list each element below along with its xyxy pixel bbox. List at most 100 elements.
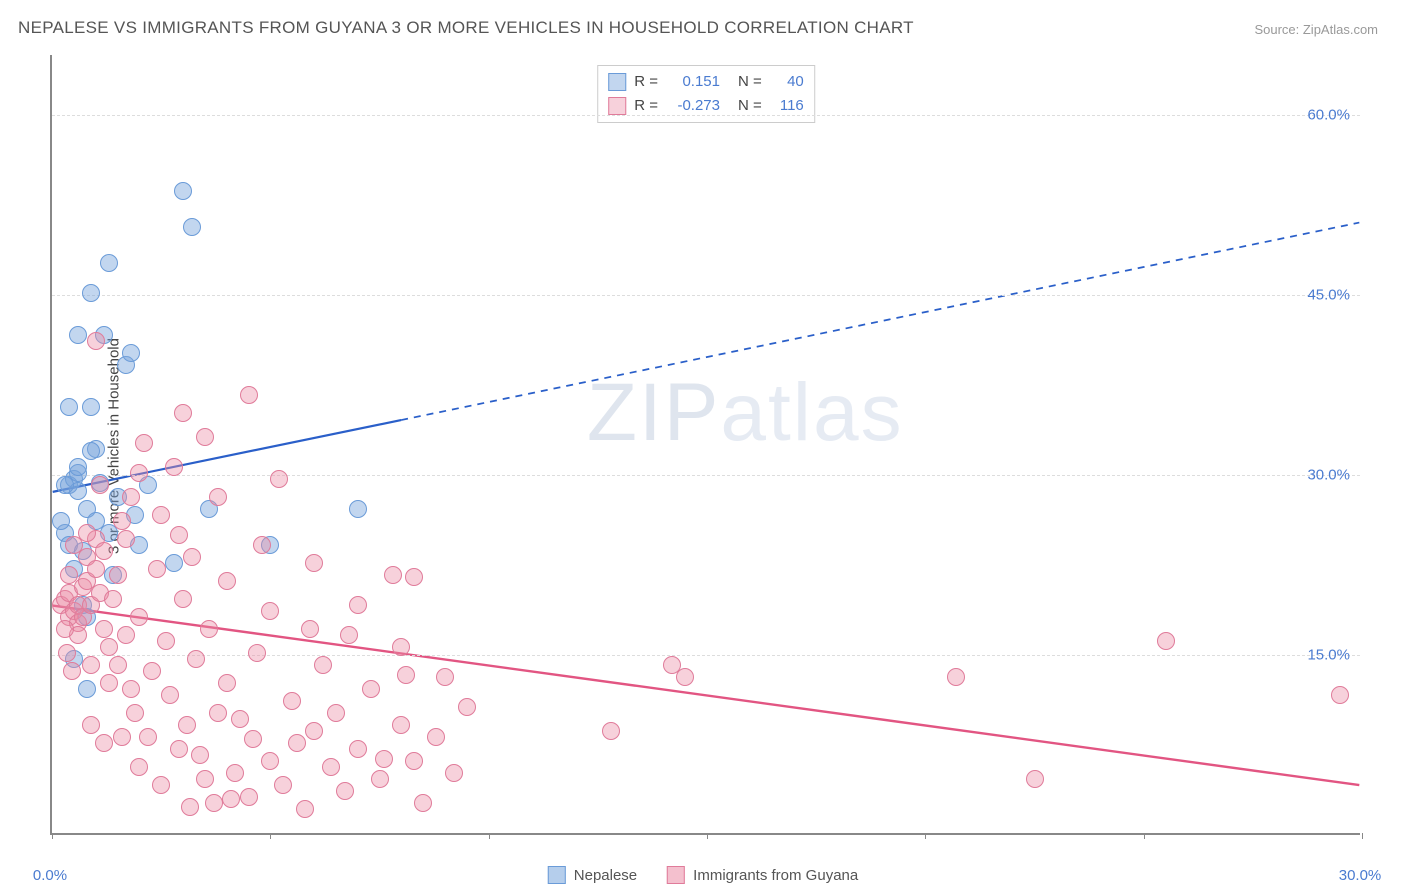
data-point bbox=[87, 560, 105, 578]
data-point bbox=[191, 746, 209, 764]
bottom-legend: NepaleseImmigrants from Guyana bbox=[548, 866, 858, 884]
data-point bbox=[161, 686, 179, 704]
data-point bbox=[947, 668, 965, 686]
data-point bbox=[109, 656, 127, 674]
data-point bbox=[340, 626, 358, 644]
x-tick bbox=[707, 833, 708, 839]
source-label: Source: ZipAtlas.com bbox=[1254, 22, 1378, 37]
data-point bbox=[87, 332, 105, 350]
data-point bbox=[100, 254, 118, 272]
data-point bbox=[78, 680, 96, 698]
data-point bbox=[122, 488, 140, 506]
data-point bbox=[104, 590, 122, 608]
data-point bbox=[244, 730, 262, 748]
gridline bbox=[52, 115, 1360, 116]
data-point bbox=[392, 716, 410, 734]
data-point bbox=[261, 602, 279, 620]
data-point bbox=[196, 770, 214, 788]
data-point bbox=[209, 488, 227, 506]
x-tick bbox=[1362, 833, 1363, 839]
data-point bbox=[152, 506, 170, 524]
data-point bbox=[91, 476, 109, 494]
data-point bbox=[122, 344, 140, 362]
data-point bbox=[314, 656, 332, 674]
data-point bbox=[183, 548, 201, 566]
gridline bbox=[52, 295, 1360, 296]
x-tick-label: 0.0% bbox=[33, 867, 67, 884]
data-point bbox=[240, 386, 258, 404]
x-tick bbox=[925, 833, 926, 839]
data-point bbox=[174, 182, 192, 200]
legend-swatch bbox=[608, 97, 626, 115]
data-point bbox=[117, 530, 135, 548]
data-point bbox=[69, 458, 87, 476]
data-point bbox=[322, 758, 340, 776]
data-point bbox=[174, 590, 192, 608]
data-point bbox=[170, 526, 188, 544]
stats-row: R =0.151N =40 bbox=[608, 70, 804, 94]
data-point bbox=[226, 764, 244, 782]
x-tick bbox=[1144, 833, 1145, 839]
data-point bbox=[63, 662, 81, 680]
data-point bbox=[200, 620, 218, 638]
data-point bbox=[222, 790, 240, 808]
data-point bbox=[52, 512, 70, 530]
data-point bbox=[82, 716, 100, 734]
legend-swatch bbox=[608, 73, 626, 91]
data-point bbox=[143, 662, 161, 680]
data-point bbox=[82, 284, 100, 302]
data-point bbox=[288, 734, 306, 752]
watermark: ZIPatlas bbox=[587, 366, 904, 460]
data-point bbox=[56, 620, 74, 638]
stats-n-value: 40 bbox=[770, 70, 804, 94]
data-point bbox=[117, 626, 135, 644]
data-point bbox=[183, 218, 201, 236]
data-point bbox=[130, 464, 148, 482]
legend-swatch bbox=[548, 866, 566, 884]
data-point bbox=[270, 470, 288, 488]
data-point bbox=[261, 752, 279, 770]
data-point bbox=[148, 560, 166, 578]
data-point bbox=[165, 458, 183, 476]
data-point bbox=[305, 722, 323, 740]
gridline bbox=[52, 475, 1360, 476]
data-point bbox=[676, 668, 694, 686]
data-point bbox=[327, 704, 345, 722]
stats-n-label: N = bbox=[738, 70, 762, 94]
data-point bbox=[253, 536, 271, 554]
data-point bbox=[126, 704, 144, 722]
data-point bbox=[349, 740, 367, 758]
data-point bbox=[130, 608, 148, 626]
data-point bbox=[109, 566, 127, 584]
x-tick-label: 30.0% bbox=[1339, 867, 1382, 884]
data-point bbox=[152, 776, 170, 794]
data-point bbox=[65, 536, 83, 554]
data-point bbox=[248, 644, 266, 662]
data-point bbox=[82, 656, 100, 674]
data-point bbox=[1331, 686, 1349, 704]
legend-item: Immigrants from Guyana bbox=[667, 866, 858, 884]
data-point bbox=[602, 722, 620, 740]
data-point bbox=[181, 798, 199, 816]
data-point bbox=[240, 788, 258, 806]
data-point bbox=[82, 398, 100, 416]
data-point bbox=[139, 728, 157, 746]
data-point bbox=[296, 800, 314, 818]
data-point bbox=[445, 764, 463, 782]
data-point bbox=[165, 554, 183, 572]
data-point bbox=[384, 566, 402, 584]
data-point bbox=[436, 668, 454, 686]
data-point bbox=[336, 782, 354, 800]
x-tick bbox=[52, 833, 53, 839]
y-tick-label: 15.0% bbox=[1307, 647, 1350, 664]
data-point bbox=[209, 704, 227, 722]
data-point bbox=[414, 794, 432, 812]
data-point bbox=[58, 644, 76, 662]
data-point bbox=[113, 728, 131, 746]
data-point bbox=[113, 512, 131, 530]
data-point bbox=[231, 710, 249, 728]
data-point bbox=[100, 674, 118, 692]
data-point bbox=[130, 758, 148, 776]
data-point bbox=[305, 554, 323, 572]
x-tick bbox=[489, 833, 490, 839]
